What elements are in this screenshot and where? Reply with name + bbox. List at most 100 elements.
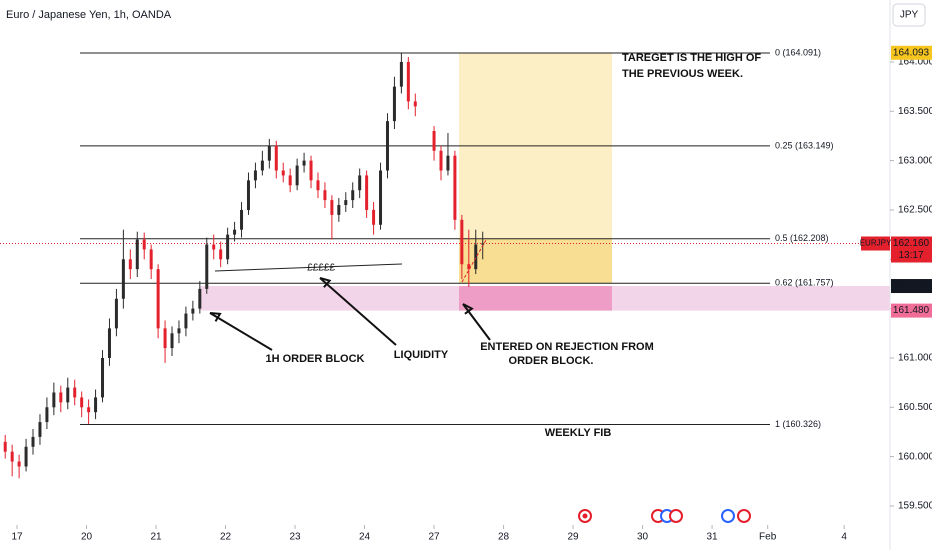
- candle-body: [233, 229, 237, 235]
- candle-body: [392, 86, 396, 122]
- fib-label: 0.62 (161.757): [775, 278, 834, 288]
- candle-body: [432, 131, 436, 151]
- annotation: 1H ORDER BLOCK: [265, 353, 364, 365]
- candle-body: [467, 264, 471, 270]
- candle-body: [344, 200, 348, 206]
- y-tick-label: 159.500: [898, 501, 932, 512]
- x-tick-label: 22: [220, 532, 232, 543]
- candle-body: [219, 249, 223, 260]
- zone: [459, 238, 612, 284]
- candle-body: [135, 239, 139, 270]
- candle-body: [323, 190, 327, 201]
- zones: [200, 52, 890, 311]
- x-tick-label: 29: [567, 532, 579, 543]
- candle-body: [107, 328, 111, 358]
- candle-body: [260, 160, 264, 171]
- candle-body: [379, 170, 383, 225]
- candle-body: [288, 175, 292, 186]
- candle-body: [330, 200, 334, 215]
- candle-body: [385, 121, 389, 171]
- annotation: £££££: [307, 263, 335, 274]
- candle-body: [460, 219, 464, 265]
- price-badge-label: 161.729: [893, 281, 930, 292]
- x-tick-label: 20: [81, 532, 93, 543]
- x-tick-label: 28: [498, 532, 510, 543]
- candle-body: [246, 180, 250, 210]
- candle-body: [24, 446, 28, 467]
- candle-body: [170, 333, 174, 349]
- candle-body: [38, 422, 42, 437]
- event-icons: [578, 509, 751, 523]
- liquidity-line: [214, 263, 403, 272]
- candle-body: [66, 387, 70, 403]
- y-tick-label: 160.000: [898, 451, 932, 462]
- candle-body: [163, 328, 167, 349]
- candle-body: [358, 175, 362, 191]
- y-tick-label: 161.000: [898, 353, 932, 364]
- candle-body: [114, 298, 118, 329]
- candle-body: [3, 441, 7, 452]
- candle-body: [351, 190, 355, 201]
- candle-body: [253, 170, 257, 181]
- arrow: [319, 277, 397, 346]
- entry-dash: [461, 239, 487, 283]
- countdown-label: 13:17: [898, 250, 923, 261]
- candle-body: [337, 205, 341, 215]
- candle-body: [240, 209, 244, 230]
- candle-body: [80, 397, 84, 408]
- price-badge-label: 164.093: [893, 47, 930, 58]
- x-tick-label: 17: [11, 532, 23, 543]
- arrow-head: [462, 303, 474, 315]
- candle-body: [446, 155, 450, 171]
- x-tick-label: 31: [707, 532, 719, 543]
- x-tick-label: 4: [841, 532, 847, 543]
- y-tick-label: 163.000: [898, 155, 932, 166]
- arrow-head: [319, 277, 332, 288]
- candle-body: [267, 145, 271, 161]
- candle-body: [156, 269, 160, 329]
- last-price-badge: [891, 236, 932, 263]
- candle-body: [142, 239, 146, 250]
- candle-body: [17, 461, 21, 467]
- y-tick-label: 162.500: [898, 205, 932, 216]
- candle-body: [73, 387, 77, 398]
- candle-body: [295, 165, 299, 186]
- symbol-badge: [861, 236, 890, 251]
- last-price-label: 162.160: [893, 238, 930, 249]
- annotation: THE PREVIOUS WEEK.: [622, 68, 743, 80]
- candle-body: [101, 357, 105, 398]
- annotation: ORDER BLOCK.: [509, 355, 594, 367]
- candle-body: [302, 160, 306, 166]
- candle-body: [406, 61, 410, 102]
- candle-body: [59, 392, 63, 403]
- candle-body: [191, 308, 195, 314]
- arrow: [209, 312, 273, 351]
- candle-body: [87, 407, 91, 413]
- currency-button[interactable]: [892, 3, 926, 27]
- candle-body: [274, 145, 278, 171]
- arrow: [462, 303, 491, 341]
- candle-body: [31, 436, 35, 447]
- symbol-label: EURJPY: [860, 239, 892, 248]
- candle-body: [121, 259, 125, 299]
- candle-body: [52, 392, 56, 408]
- fib-label: 0.25 (163.149): [775, 140, 834, 150]
- candle-body: [226, 234, 230, 260]
- y-tick-label: 160.500: [898, 402, 932, 413]
- x-tick-label: 30: [637, 532, 649, 543]
- fib-label: 0 (164.091): [775, 47, 821, 57]
- price-badge: [891, 279, 932, 294]
- candle-body: [481, 243, 485, 245]
- candle-body: [177, 328, 181, 334]
- y-tick-label: 163.500: [898, 106, 932, 117]
- x-tick-label: Feb: [759, 532, 777, 543]
- candle-body: [212, 244, 216, 250]
- candle-body: [365, 175, 369, 210]
- annotation: WEEKLY FIB: [545, 427, 612, 439]
- annotation: ENTERED ON REJECTION FROM: [480, 341, 654, 353]
- candle-body: [10, 451, 14, 462]
- candle-body: [94, 397, 98, 413]
- x-tick-label: 24: [359, 532, 371, 543]
- zone: [459, 286, 612, 311]
